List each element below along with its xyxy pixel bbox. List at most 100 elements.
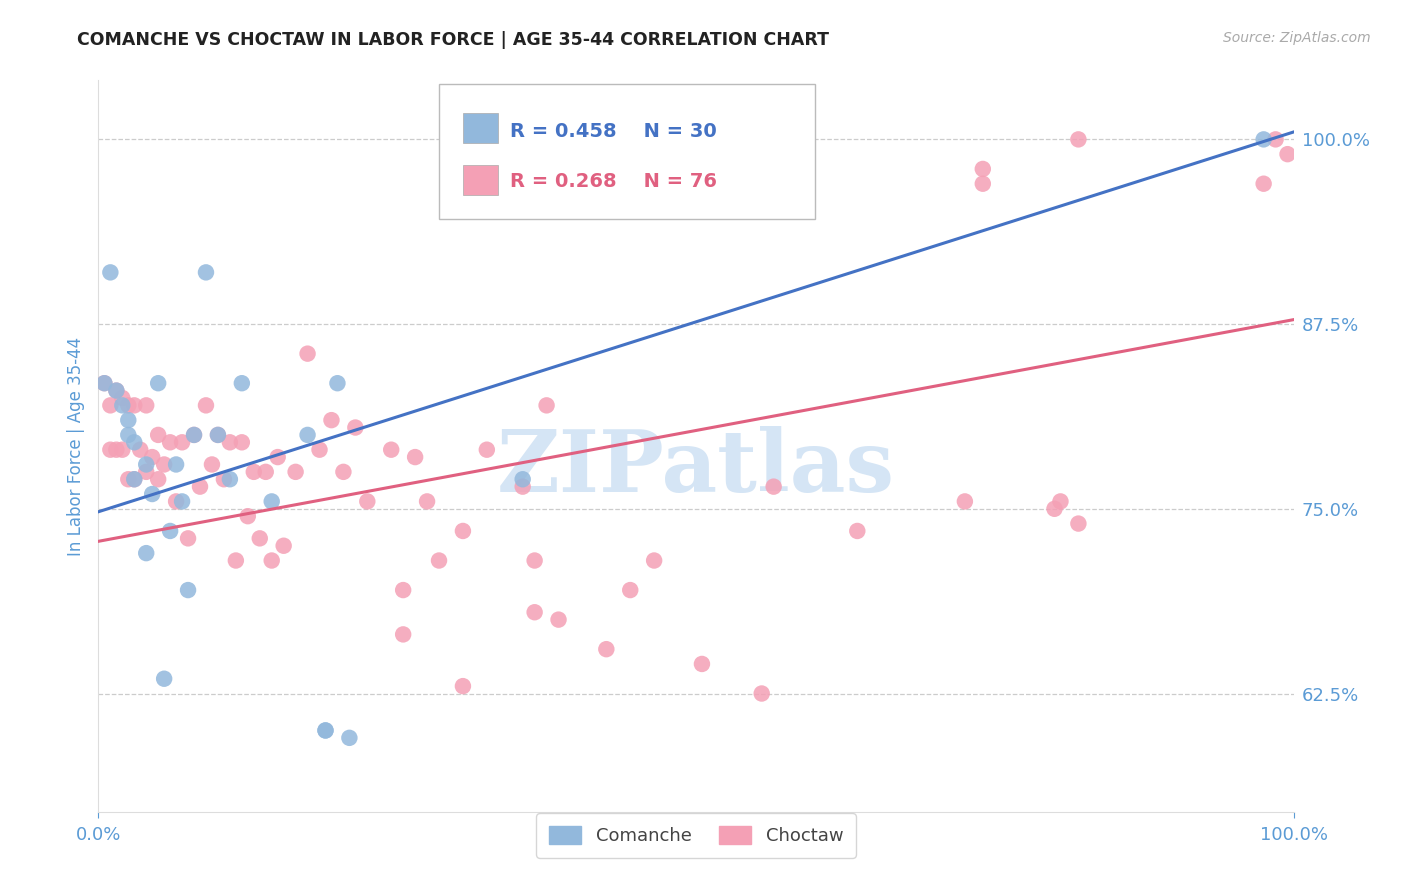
Point [249,532,271,546]
FancyBboxPatch shape [463,113,498,144]
Point [1049,494,1071,508]
FancyBboxPatch shape [439,84,815,219]
Point [117,413,139,427]
Point [260,553,283,567]
Point [124,472,146,486]
Text: R = 0.268    N = 76: R = 0.268 N = 76 [509,172,717,191]
Point [243,465,266,479]
Point [159,524,181,538]
Point [392,627,415,641]
Point [124,472,146,486]
Point [254,465,277,479]
Point [195,265,218,279]
Point [124,398,146,412]
Point [129,442,152,457]
Point [98,398,122,412]
Point [1043,501,1066,516]
Point [344,420,367,434]
Point [451,679,474,693]
Point [416,494,439,508]
Text: R = 0.458    N = 30: R = 0.458 N = 30 [509,121,716,141]
Point [356,494,378,508]
Point [124,435,146,450]
Point [148,428,170,442]
Point [523,553,546,567]
Point [523,605,546,619]
Point [148,376,170,391]
Point [172,494,194,508]
Point [105,384,128,398]
Point [392,583,415,598]
Point [165,494,187,508]
Point [135,458,157,472]
Point [267,450,290,464]
Point [135,465,157,479]
Point [159,435,181,450]
Point [690,657,713,671]
Point [231,376,253,391]
Point [177,583,200,598]
Point [751,686,773,700]
Point [177,532,200,546]
Point [315,723,337,738]
Point [1067,516,1090,531]
Point [451,524,474,538]
Point [315,723,337,738]
Point [148,472,170,486]
Point [619,583,641,598]
Point [212,472,235,486]
Point [1067,132,1090,146]
Point [547,613,569,627]
Point [512,472,534,486]
Legend: Comanche, Choctaw: Comanche, Choctaw [536,813,856,857]
Point [512,480,534,494]
Point [98,265,122,279]
Point [1277,147,1299,161]
Point [111,398,134,412]
Point [183,428,205,442]
Point [105,384,128,398]
Point [172,435,194,450]
Point [1253,132,1275,146]
Point [972,177,994,191]
Point [153,458,176,472]
Point [953,494,976,508]
Point [111,442,134,457]
Point [135,398,157,412]
Point [111,391,134,405]
Point [972,161,994,176]
Point [195,398,218,412]
Point [332,465,354,479]
Point [231,435,253,450]
Point [1253,177,1275,191]
Point [183,428,205,442]
Point [201,458,224,472]
Point [105,442,128,457]
Point [236,509,259,524]
Text: COMANCHE VS CHOCTAW IN LABOR FORCE | AGE 35-44 CORRELATION CHART: COMANCHE VS CHOCTAW IN LABOR FORCE | AGE… [77,31,830,49]
Point [1264,132,1286,146]
Point [117,472,139,486]
Point [273,539,295,553]
FancyBboxPatch shape [463,165,498,195]
Point [219,435,242,450]
Point [117,428,139,442]
Point [219,472,242,486]
Point [846,524,869,538]
Point [98,442,122,457]
Point [380,442,402,457]
Point [308,442,330,457]
Point [141,487,163,501]
Point [188,480,211,494]
Point [117,398,139,412]
Point [207,428,229,442]
Point [475,442,498,457]
Point [165,458,187,472]
Point [135,546,157,560]
Point [297,346,319,360]
Point [762,480,785,494]
Y-axis label: In Labor Force | Age 35-44: In Labor Force | Age 35-44 [66,336,84,556]
Point [93,376,115,391]
Text: Source: ZipAtlas.com: Source: ZipAtlas.com [1223,31,1371,45]
Point [297,428,319,442]
